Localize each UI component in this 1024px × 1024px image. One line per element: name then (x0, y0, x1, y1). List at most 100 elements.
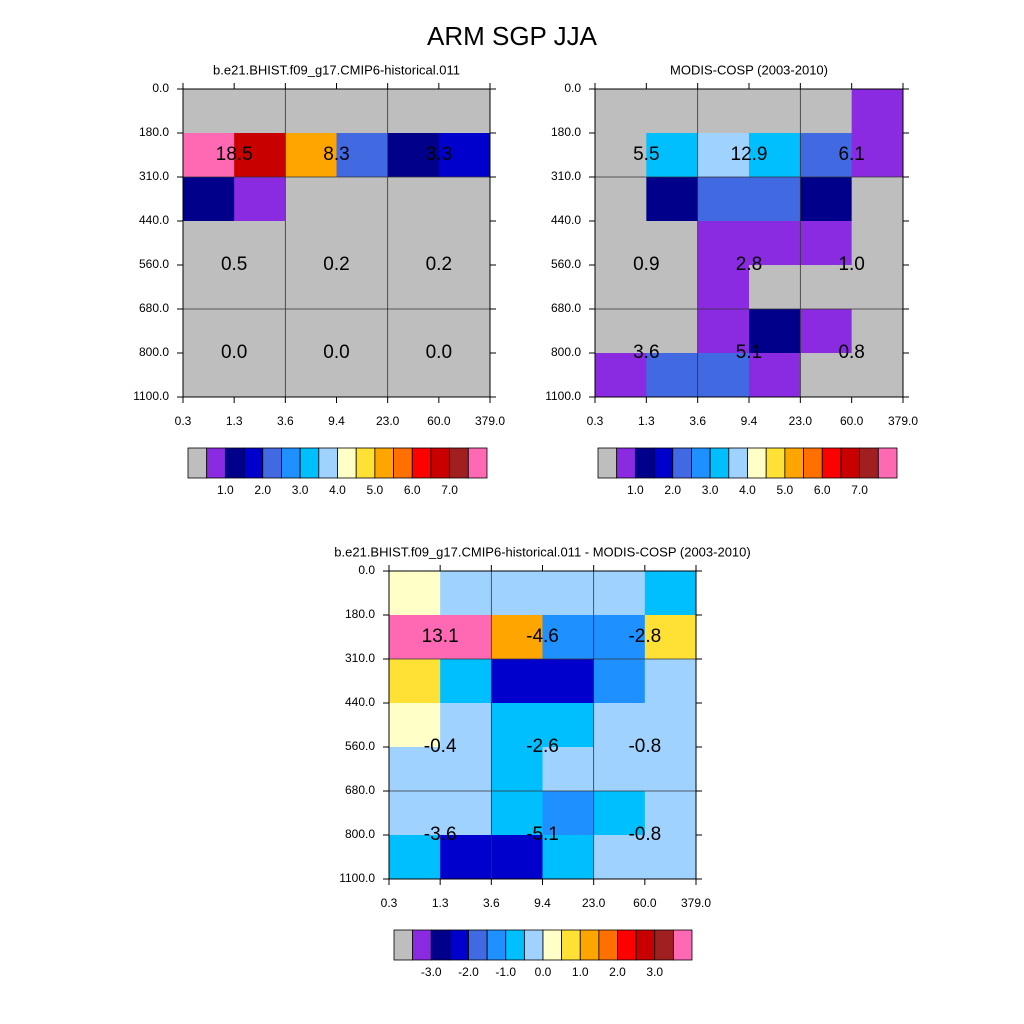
annotation: 1.0 (838, 254, 864, 275)
colorbar-box (486, 929, 507, 961)
x-tick-label: 60.0 (840, 414, 864, 428)
y-tick-label: 560.0 (551, 257, 581, 271)
cell (183, 353, 235, 398)
y-tick-label: 310.0 (139, 169, 169, 183)
x-tick-label: 0.3 (175, 414, 192, 428)
annotation: -0.4 (424, 736, 457, 757)
y-tick-label: 680.0 (139, 301, 169, 315)
cell (491, 703, 543, 748)
cell (234, 177, 286, 222)
y-tick-label: 440.0 (139, 213, 169, 227)
annotation: 0.0 (323, 342, 349, 363)
colorbar-box (803, 447, 823, 479)
colorbar-box (374, 447, 394, 479)
y-tick-label: 560.0 (139, 257, 169, 271)
colorbar-box (747, 447, 767, 479)
colorbar-box (262, 447, 282, 479)
x-tick-label: 379.0 (888, 414, 918, 428)
colorbar-box (393, 447, 413, 479)
cell (387, 353, 440, 398)
annotation: 8.3 (323, 144, 349, 165)
x-tick-label: 9.4 (328, 414, 345, 428)
cell (387, 221, 440, 266)
colorbar-label: 5.0 (777, 483, 794, 497)
colorbar-label: 2.0 (609, 965, 626, 979)
cell (387, 177, 440, 222)
colorbar-box (243, 447, 264, 479)
cell (646, 353, 699, 398)
colorbar-label: 0.0 (535, 965, 552, 979)
cell (851, 309, 904, 354)
cell (285, 221, 337, 266)
cell (646, 133, 699, 178)
cell (800, 221, 853, 266)
cell (644, 835, 697, 880)
colorbar-box (505, 929, 525, 961)
cell (800, 309, 853, 354)
colorbar-label: 3.0 (646, 965, 663, 979)
cell (800, 353, 853, 398)
colorbar-box (299, 447, 320, 479)
cell (183, 133, 235, 178)
cell (644, 615, 697, 660)
y-tick-label: 310.0 (551, 169, 581, 183)
panel-title: b.e21.BHIST.f09_g17.CMIP6-historical.011… (334, 544, 750, 559)
cell (644, 659, 697, 704)
cell (697, 353, 750, 398)
colorbar-label: 1.0 (627, 483, 644, 497)
colorbar-box (318, 447, 338, 479)
cell (440, 571, 492, 616)
cell (749, 177, 801, 222)
cell (234, 353, 286, 398)
cell (438, 89, 491, 134)
colorbar-box (337, 447, 357, 479)
annotation: 12.9 (731, 144, 768, 165)
cell (234, 89, 286, 134)
cell (697, 89, 750, 134)
cell (851, 265, 904, 310)
annotation: 13.1 (422, 626, 459, 647)
y-tick-label: 800.0 (139, 345, 169, 359)
cell (336, 309, 389, 354)
cell (438, 133, 491, 178)
colorbar-box (617, 929, 637, 961)
x-tick-label: 3.6 (277, 414, 294, 428)
colorbar-box (281, 447, 301, 479)
cell (440, 703, 492, 748)
figure-title: ARM SGP JJA (427, 21, 598, 51)
colorbar-box (206, 447, 226, 479)
cell (749, 309, 801, 354)
y-tick-label: 800.0 (551, 345, 581, 359)
colorbar-label: -3.0 (421, 965, 442, 979)
cell (183, 265, 235, 310)
colorbar-box (430, 447, 451, 479)
cell (389, 571, 441, 616)
annotation: 0.9 (633, 254, 659, 275)
colorbar-label: 4.0 (739, 483, 756, 497)
cell (440, 615, 492, 660)
annotation: 0.2 (323, 254, 349, 275)
colorbar-box (467, 447, 488, 479)
cell (593, 791, 646, 836)
cell (697, 133, 750, 178)
cell (595, 221, 647, 266)
colorbar-box (523, 929, 544, 961)
x-tick-label: 23.0 (789, 414, 813, 428)
colorbar-box (840, 447, 861, 479)
colorbar-box (597, 447, 618, 479)
cell (542, 703, 595, 748)
y-tick-label: 180.0 (345, 607, 375, 621)
colorbar-box (561, 929, 581, 961)
y-tick-label: 1100.0 (133, 389, 169, 403)
cell (646, 221, 699, 266)
y-tick-label: 0.0 (564, 81, 581, 95)
cell (595, 265, 647, 310)
cell (749, 221, 801, 266)
x-tick-label: 60.0 (633, 896, 657, 910)
colorbar-box (672, 447, 692, 479)
y-tick-label: 440.0 (345, 695, 375, 709)
colorbar-box (728, 447, 748, 479)
cell (336, 133, 389, 178)
cell (593, 571, 646, 616)
cell (438, 221, 491, 266)
